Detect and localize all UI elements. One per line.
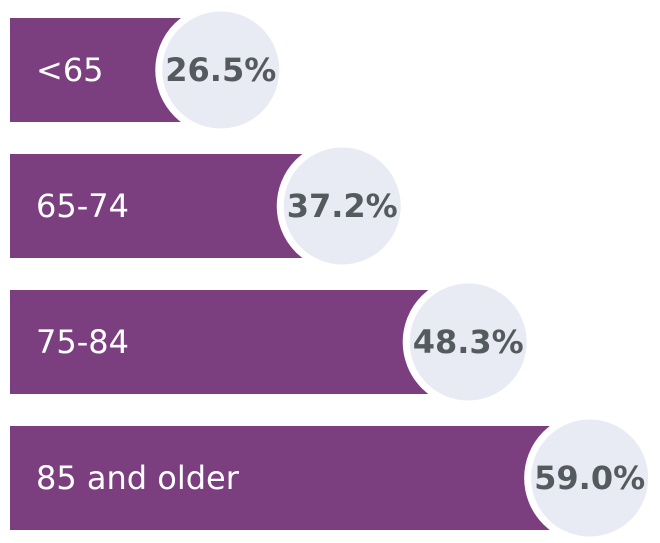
value-badge (402, 276, 534, 408)
category-label: 75-84 (36, 323, 129, 361)
value-label: 37.2% (287, 187, 398, 225)
value-badge (524, 412, 656, 543)
category-label: 85 and older (36, 459, 240, 497)
bar (10, 426, 590, 530)
value-label: 48.3% (413, 323, 524, 361)
value-badge (155, 4, 287, 136)
category-label: <65 (36, 51, 104, 89)
value-label: 26.5% (165, 51, 276, 89)
value-label: 59.0% (534, 459, 645, 497)
bar (10, 290, 469, 394)
value-badge (276, 140, 408, 272)
category-label: 65-74 (36, 187, 129, 225)
